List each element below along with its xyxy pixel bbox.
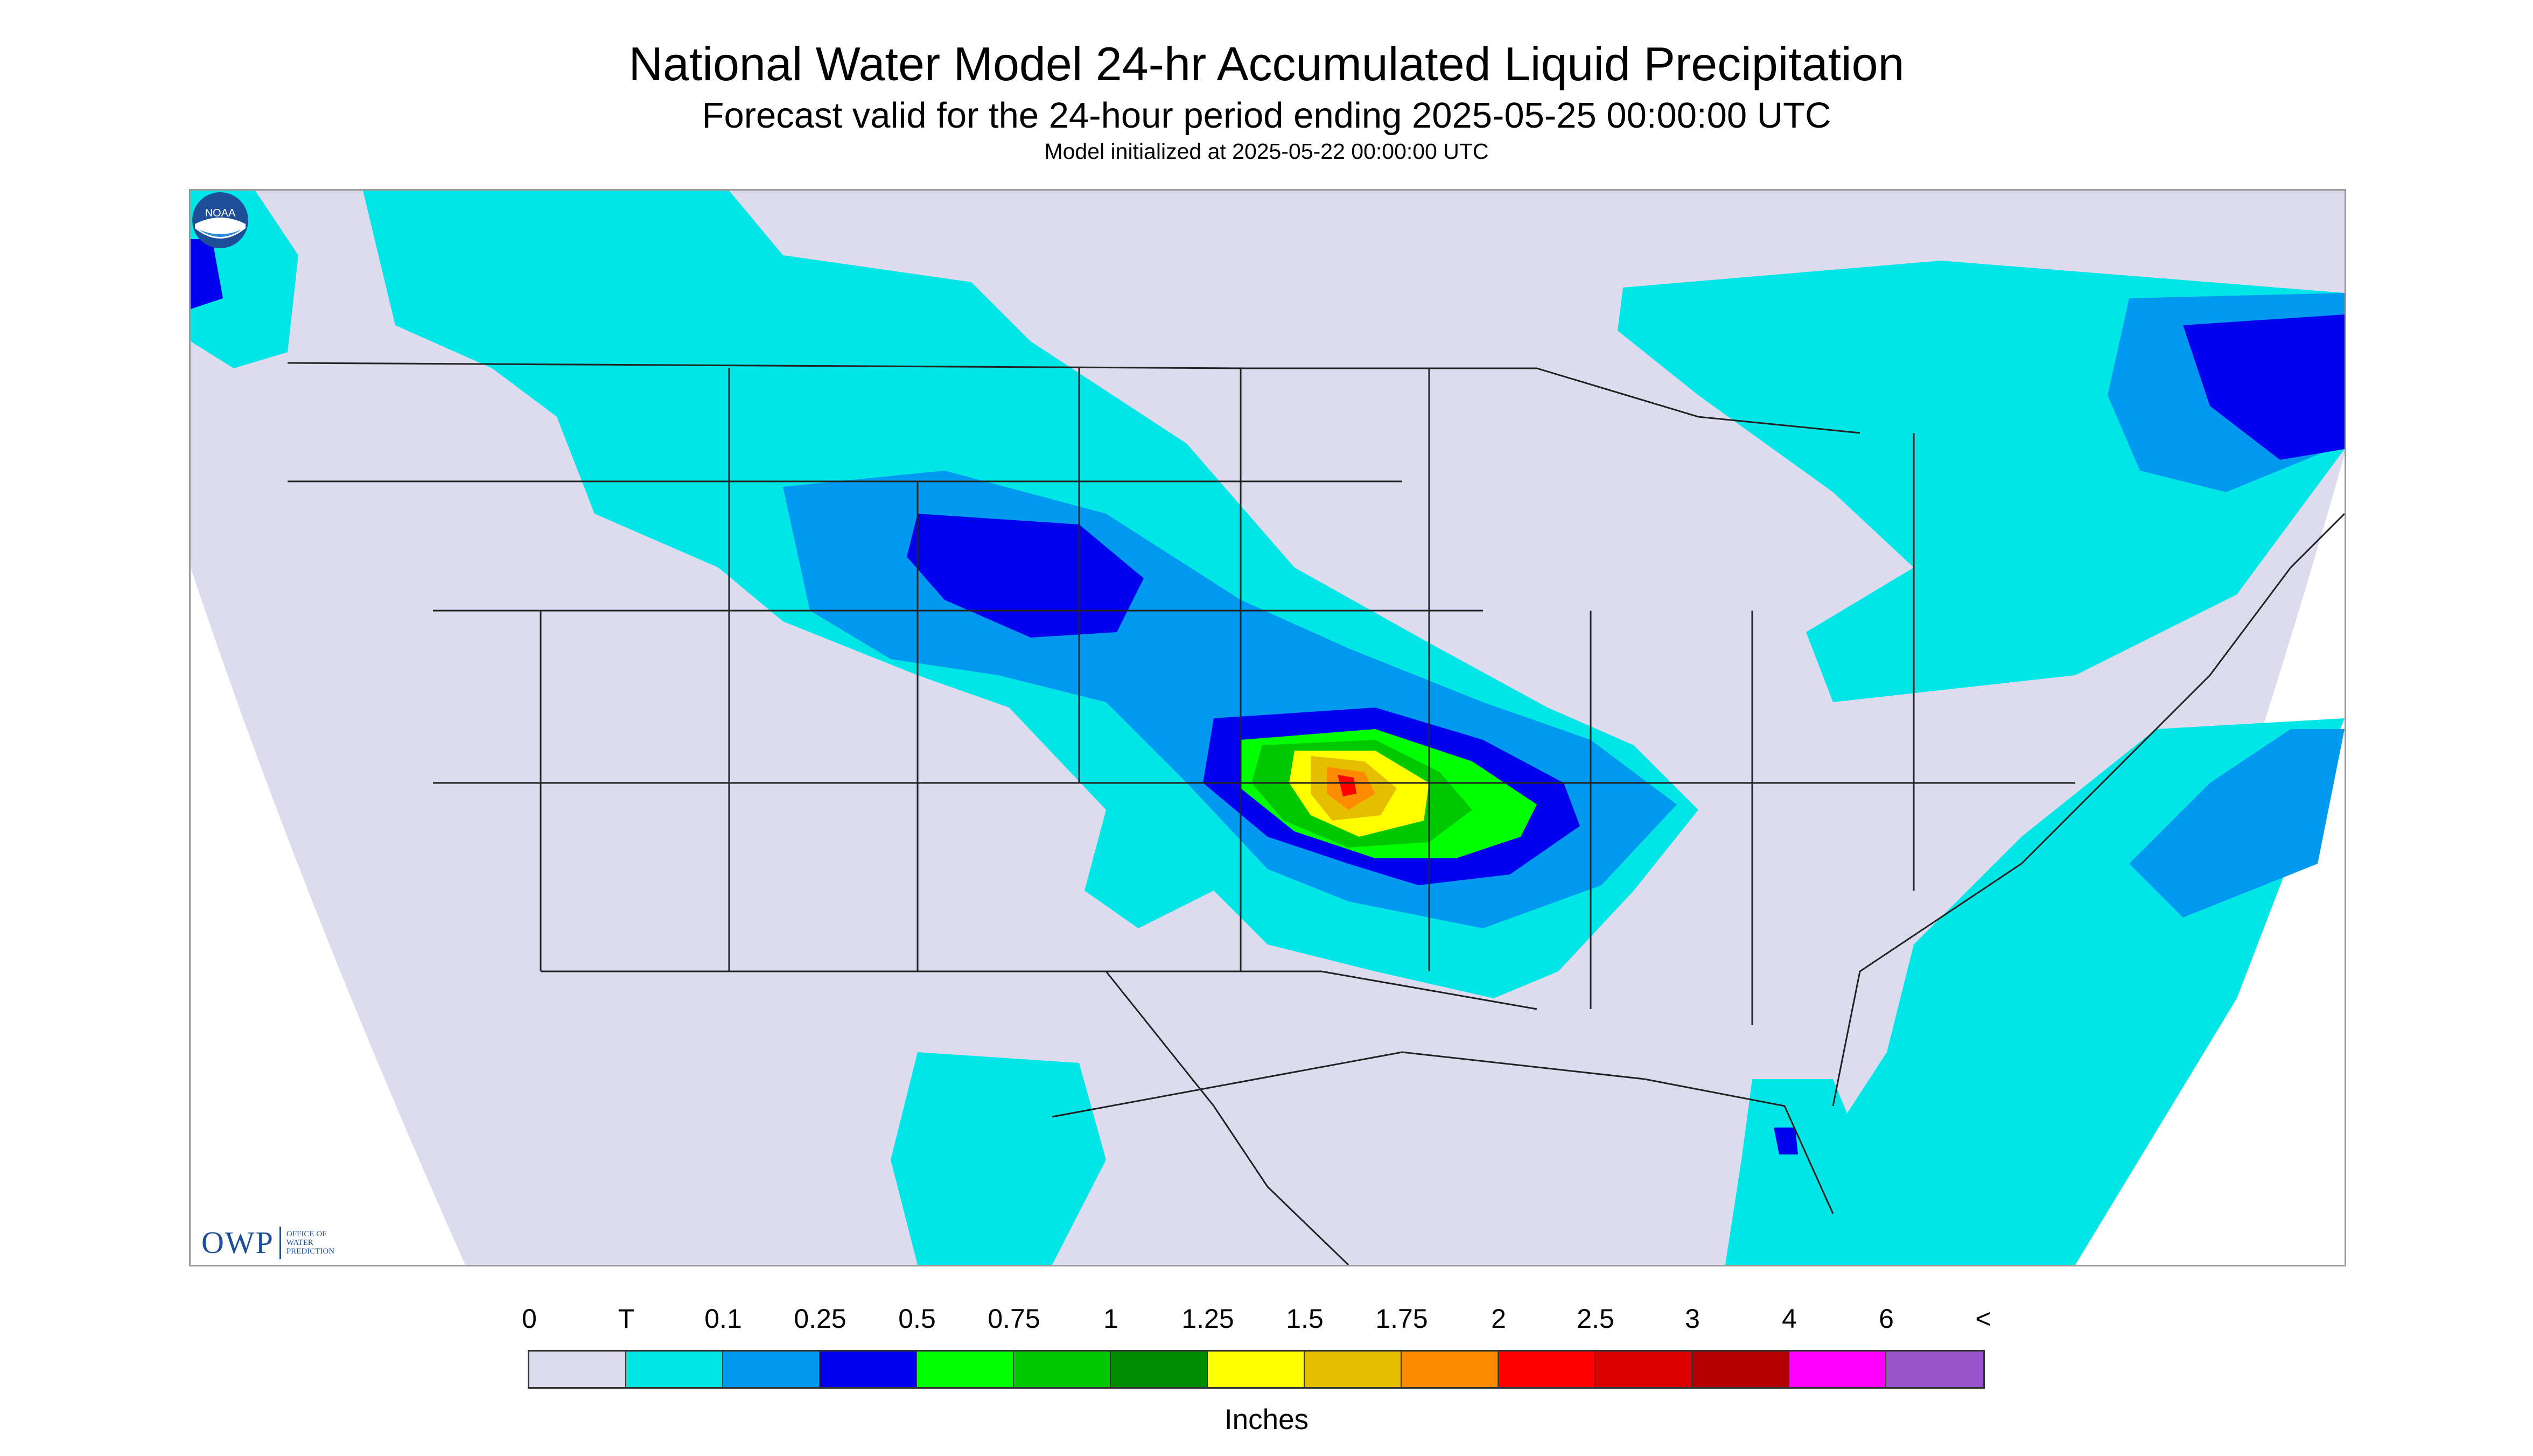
legend-tick-label: 1.75: [1375, 1304, 1428, 1334]
owp-sub-1: OFFICE OF: [286, 1229, 327, 1238]
legend-tick-label: 0.75: [988, 1304, 1040, 1334]
precip-mexico-light: [891, 1052, 1106, 1265]
noaa-logo-icon: NOAA: [192, 192, 248, 248]
noaa-logo-text: NOAA: [205, 207, 236, 219]
precip-florida-light: [1725, 1079, 1871, 1265]
legend-tick-label: <: [1975, 1304, 1991, 1334]
owp-logo-divider: [279, 1226, 281, 1259]
map-title: National Water Model 24-hr Accumulated L…: [628, 37, 1905, 90]
legend-swatch: [1886, 1352, 1983, 1387]
legend-swatch: [1499, 1352, 1596, 1387]
precip-florida-heavy: [1774, 1128, 1798, 1154]
legend-swatch: [1014, 1352, 1111, 1387]
legend-colorbar: [528, 1350, 1985, 1389]
owp-logo: OWP OFFICE OF WATER PREDICTION: [201, 1224, 334, 1261]
owp-logo-text: OWP: [201, 1225, 274, 1260]
legend-tick-label: 6: [1879, 1304, 1894, 1334]
legend-swatch: [626, 1352, 723, 1387]
legend-tick-label: 0.25: [794, 1304, 846, 1334]
legend-swatch: [1596, 1352, 1692, 1387]
map-subtitle: Forecast valid for the 24-hour period en…: [702, 95, 1831, 136]
owp-sub-2: WATER: [286, 1238, 313, 1247]
legend-tick-label: 0: [522, 1304, 537, 1334]
precip-core-red: [1338, 775, 1356, 796]
owp-sub-3: PREDICTION: [286, 1247, 335, 1256]
precip-northeast-heavy: [2183, 314, 2345, 460]
legend-tick-labels: 0 T 0.1 0.25 0.5 0.75 1 1.25 1.5 1.75 2 2.5 3 4 6 <: [0, 1303, 2533, 1335]
legend-tick-label: 0.5: [898, 1304, 936, 1334]
legend-tick-label: 3: [1685, 1304, 1700, 1334]
boundaries: [287, 362, 2345, 1265]
legend-swatch: [1789, 1352, 1886, 1387]
legend-tick-label: 1.5: [1286, 1304, 1324, 1334]
precip-pnw-moderate: [191, 239, 223, 309]
legend-tick-label: T: [618, 1304, 635, 1334]
legend-swatch: [1402, 1352, 1499, 1387]
model-init-line: Model initialized at 2025-05-22 00:00:00…: [1044, 139, 1489, 164]
legend-swatch: [723, 1352, 820, 1387]
legend-tick-label: 4: [1782, 1304, 1797, 1334]
legend-tick-label: 2: [1491, 1304, 1506, 1334]
precipitation-map[interactable]: OWP OFFICE OF WATER PREDICTION NOAA: [189, 189, 2346, 1266]
precip-atlantic-moderate: [2129, 729, 2345, 918]
legend-swatch: [917, 1352, 1014, 1387]
precip-heavy-north: [907, 514, 1144, 638]
legend-tick-label: 0.1: [704, 1304, 742, 1334]
legend-swatch: [1692, 1352, 1789, 1387]
legend-swatch: [1208, 1352, 1305, 1387]
map-canvas: [191, 191, 2345, 1265]
legend-tick-label: 2.5: [1577, 1304, 1614, 1334]
legend-swatch: [1111, 1352, 1208, 1387]
owp-logo-subtext: OFFICE OF WATER PREDICTION: [286, 1230, 334, 1256]
legend-unit-label: Inches: [1224, 1404, 1309, 1436]
legend-swatch: [529, 1352, 626, 1387]
legend-swatch: [820, 1352, 917, 1387]
legend-swatch: [1305, 1352, 1402, 1387]
legend-tick-label: 1.25: [1181, 1304, 1234, 1334]
legend-tick-label: 1: [1103, 1304, 1118, 1334]
